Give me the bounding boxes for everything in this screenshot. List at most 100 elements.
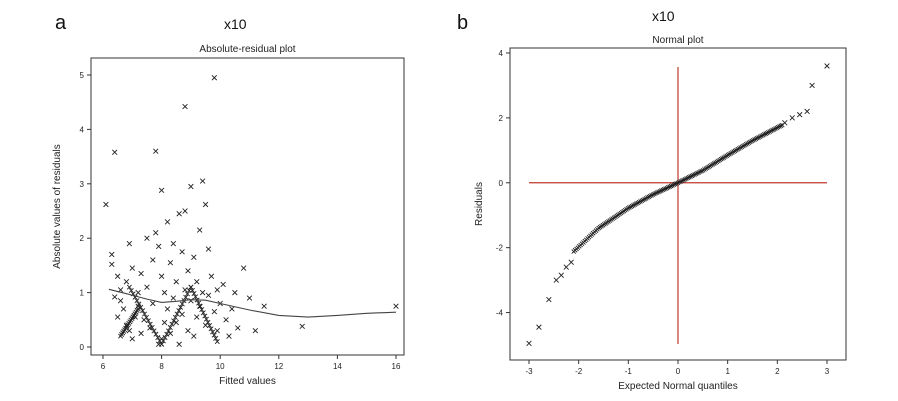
scatter-point [129, 265, 136, 271]
scatter-point [103, 201, 109, 208]
scatter-point [809, 82, 815, 89]
y-tick-label: 3 [80, 180, 85, 189]
y-tick-label: 1 [80, 289, 85, 298]
x-tick-label: 12 [274, 362, 283, 371]
scatter-point [155, 243, 162, 250]
x-tick-label: -1 [625, 367, 633, 376]
scatter-point [211, 75, 218, 81]
scatter-point [126, 240, 133, 247]
scatter-point [213, 335, 219, 341]
scatter-point [155, 335, 161, 341]
scatter-point [142, 311, 148, 317]
scatter-point [194, 279, 200, 285]
scatter-point [123, 322, 130, 328]
scatter-point [135, 289, 141, 296]
scatter-point [153, 331, 159, 337]
scatter-point [158, 187, 165, 194]
scatter-point [165, 328, 172, 334]
scatter-point [393, 303, 399, 309]
scatter-point [150, 300, 156, 307]
scatter-point [193, 294, 199, 300]
y-tick-label: 4 [80, 125, 85, 134]
x-tick-label: 1 [725, 367, 730, 376]
scatter-point [202, 313, 208, 319]
scatter-point [134, 298, 140, 304]
scatter-point [211, 332, 217, 338]
scatter-point [196, 227, 203, 233]
scatter-point [191, 291, 197, 297]
scatter-point [240, 265, 247, 271]
scatter-point [196, 303, 203, 309]
scatter-point [182, 208, 188, 214]
scatter-point [526, 340, 532, 347]
scatter-point [185, 327, 191, 334]
scatter-point [109, 261, 115, 268]
scatter-point [220, 281, 226, 288]
y-axis-label: Absolute values of residuals [52, 144, 63, 269]
scatter-point [172, 314, 178, 320]
x-axis-label: Expected Normal quantiles [618, 381, 738, 392]
y-tick-label: -4 [496, 309, 504, 318]
scatter-point [824, 63, 830, 69]
scatter-point [252, 327, 259, 334]
scatter-point [174, 311, 180, 317]
x-axis-label: Fitted values [219, 376, 276, 387]
y-axis-label: Residuals [474, 182, 485, 226]
x-tick-label: 8 [159, 362, 164, 371]
scatter-point [178, 304, 184, 310]
panel-a-scale-note: x10 [224, 16, 247, 32]
scatter-point [214, 339, 220, 345]
scatter-point [162, 335, 168, 341]
scatter-point [182, 103, 188, 110]
scatter-point [171, 318, 177, 324]
scatter-point [188, 284, 194, 290]
scatter-point [179, 311, 185, 318]
scatter-point [563, 264, 569, 270]
scatter-point [138, 330, 144, 337]
scatter-point [208, 273, 215, 279]
scatter-point [112, 149, 118, 155]
scatter-point [114, 314, 121, 320]
scatter-point [202, 201, 209, 208]
scatter-point [184, 291, 190, 297]
x-tick-label: 10 [216, 362, 225, 371]
scatter-point [568, 259, 574, 265]
scatter-point [176, 341, 182, 347]
scatter-point [200, 310, 206, 316]
scatter-point [120, 306, 127, 312]
scatter-point [553, 277, 560, 283]
scatter-point [144, 284, 150, 290]
scatter-point [232, 289, 238, 296]
scatter-point [126, 284, 132, 290]
scatter-point [129, 336, 136, 342]
scatter-point [167, 259, 174, 266]
x-tick-label: 2 [775, 367, 780, 376]
x-tick-label: -2 [575, 367, 583, 376]
scatter-point [117, 298, 124, 304]
scatter-point [199, 178, 206, 184]
y-tick-label: 4 [499, 49, 504, 58]
scatter-point [155, 341, 162, 347]
scatter-point [145, 318, 151, 324]
x-tick-label: 6 [101, 362, 106, 371]
scatter-point [158, 273, 165, 279]
scatter-point [112, 294, 118, 300]
scatter-point [226, 333, 232, 339]
scatter-point [126, 327, 133, 334]
scatter-point [246, 295, 253, 301]
scatter-point [214, 327, 220, 334]
scatter-point [173, 279, 179, 285]
scatter-point [123, 279, 130, 285]
scatter-point [205, 246, 212, 252]
scatter-point [151, 328, 157, 334]
scatter-point [138, 270, 144, 277]
scatter-point [135, 303, 141, 309]
scatter-point [196, 300, 202, 306]
x-tick-label: 14 [333, 362, 342, 371]
scatter-point [182, 287, 188, 293]
plot-frame [90, 57, 405, 356]
scatter-point [558, 272, 565, 278]
x-tick-label: 0 [676, 367, 681, 376]
scatter-point [214, 287, 220, 293]
